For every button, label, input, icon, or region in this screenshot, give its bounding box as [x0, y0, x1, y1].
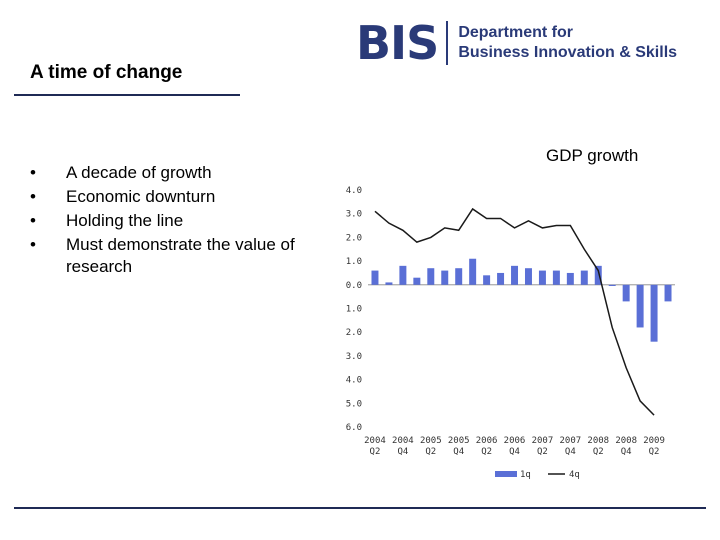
- y-tick-label: 3.0: [346, 210, 362, 220]
- y-tick-label: 2.0: [346, 233, 362, 243]
- bullet-item: • Holding the line: [30, 210, 306, 232]
- footer-divider: [14, 507, 706, 509]
- x-tick-quarter: Q2: [481, 447, 492, 457]
- x-tick-quarter: Q2: [537, 447, 548, 457]
- legend-label-1q: 1q: [520, 470, 531, 480]
- x-tick-quarter: Q4: [509, 447, 520, 457]
- x-tick-year: 2007: [532, 436, 554, 446]
- line-4q: [374, 207, 655, 416]
- x-tick-year: 2004: [364, 436, 386, 446]
- x-tick-quarter: Q2: [425, 447, 436, 457]
- bullet-marker: •: [30, 163, 36, 182]
- x-tick-quarter: Q2: [593, 447, 604, 457]
- bullet-item: • A decade of growth: [30, 162, 306, 184]
- bis-logo: BIS Department for Business Innovation &…: [356, 18, 677, 68]
- x-tick-quarter: Q2: [370, 447, 381, 457]
- bar-1q: [469, 258, 477, 285]
- y-tick-label: 4.0: [346, 376, 362, 386]
- bar-1q: [538, 270, 546, 285]
- legend-swatch-1q: [495, 471, 517, 477]
- logo-line-1: Department for: [458, 24, 573, 41]
- y-tick-label: 6.0: [346, 423, 362, 433]
- bar-1q: [566, 272, 574, 285]
- bullet-text: Holding the line: [66, 211, 184, 230]
- bullet-item: • Must demonstrate the value of research: [30, 234, 306, 278]
- y-tick-label: 2.0: [346, 328, 362, 338]
- bar-1q: [455, 268, 463, 285]
- bullet-text: Must demonstrate the value of research: [66, 235, 295, 276]
- y-tick-label: 1.0: [346, 257, 362, 267]
- bar-1q: [413, 277, 421, 285]
- bar-1q: [622, 284, 630, 302]
- bar-1q: [441, 270, 449, 285]
- bar-1q: [594, 265, 602, 285]
- bullet-marker: •: [30, 211, 36, 230]
- bar-1q: [650, 284, 658, 342]
- x-tick-quarter: Q4: [621, 447, 632, 457]
- gdp-growth-chart: 4.03.02.01.00.01.02.03.04.05.06.02004Q22…: [346, 186, 675, 480]
- bar-1q: [427, 268, 435, 285]
- bar-1q: [371, 270, 379, 285]
- bar-1q: [511, 265, 519, 285]
- y-tick-label: 0.0: [346, 281, 362, 291]
- bar-1q: [385, 282, 393, 285]
- x-tick-quarter: Q2: [649, 447, 660, 457]
- x-tick-year: 2006: [504, 436, 526, 446]
- legend-label-4q: 4q: [569, 470, 580, 480]
- bar-1q: [483, 275, 491, 285]
- bullet-marker: •: [30, 187, 36, 206]
- y-tick-label: 3.0: [346, 352, 362, 362]
- bar-1q: [636, 284, 644, 328]
- x-tick-year: 2004: [392, 436, 414, 446]
- bullet-list: • A decade of growth • Economic downturn •…: [30, 162, 306, 280]
- x-tick-year: 2009: [643, 436, 665, 446]
- y-tick-label: 5.0: [346, 399, 362, 409]
- chart-title: GDP growth: [546, 146, 639, 165]
- x-tick-year: 2007: [559, 436, 581, 446]
- x-tick-quarter: Q4: [397, 447, 408, 457]
- x-tick-year: 2005: [420, 436, 442, 446]
- x-tick-year: 2008: [615, 436, 637, 446]
- bullet-text: A decade of growth: [66, 163, 212, 182]
- x-tick-year: 2006: [476, 436, 498, 446]
- bullet-text: Economic downturn: [66, 187, 216, 206]
- y-tick-label: 4.0: [346, 186, 362, 196]
- bar-1q: [552, 270, 560, 285]
- bar-1q: [524, 268, 532, 285]
- x-tick-year: 2005: [448, 436, 470, 446]
- bar-1q: [608, 284, 616, 286]
- logo-text: Department for Business Innovation & Ski…: [458, 23, 677, 63]
- title-divider: [14, 94, 240, 96]
- y-tick-label: 1.0: [346, 305, 362, 315]
- bar-1q: [497, 272, 505, 285]
- bullet-item: • Economic downturn: [30, 186, 306, 208]
- x-tick-quarter: Q4: [453, 447, 464, 457]
- x-tick-quarter: Q4: [565, 447, 576, 457]
- bar-1q: [580, 270, 588, 285]
- bullet-marker: •: [30, 235, 36, 254]
- logo-mark: BIS: [356, 16, 439, 70]
- logo-separator: [446, 21, 449, 65]
- x-tick-year: 2008: [587, 436, 609, 446]
- bar-1q: [664, 284, 672, 302]
- bar-1q: [399, 265, 407, 285]
- logo-line-2: Business Innovation & Skills: [458, 44, 678, 61]
- slide-title: A time of change: [30, 62, 183, 83]
